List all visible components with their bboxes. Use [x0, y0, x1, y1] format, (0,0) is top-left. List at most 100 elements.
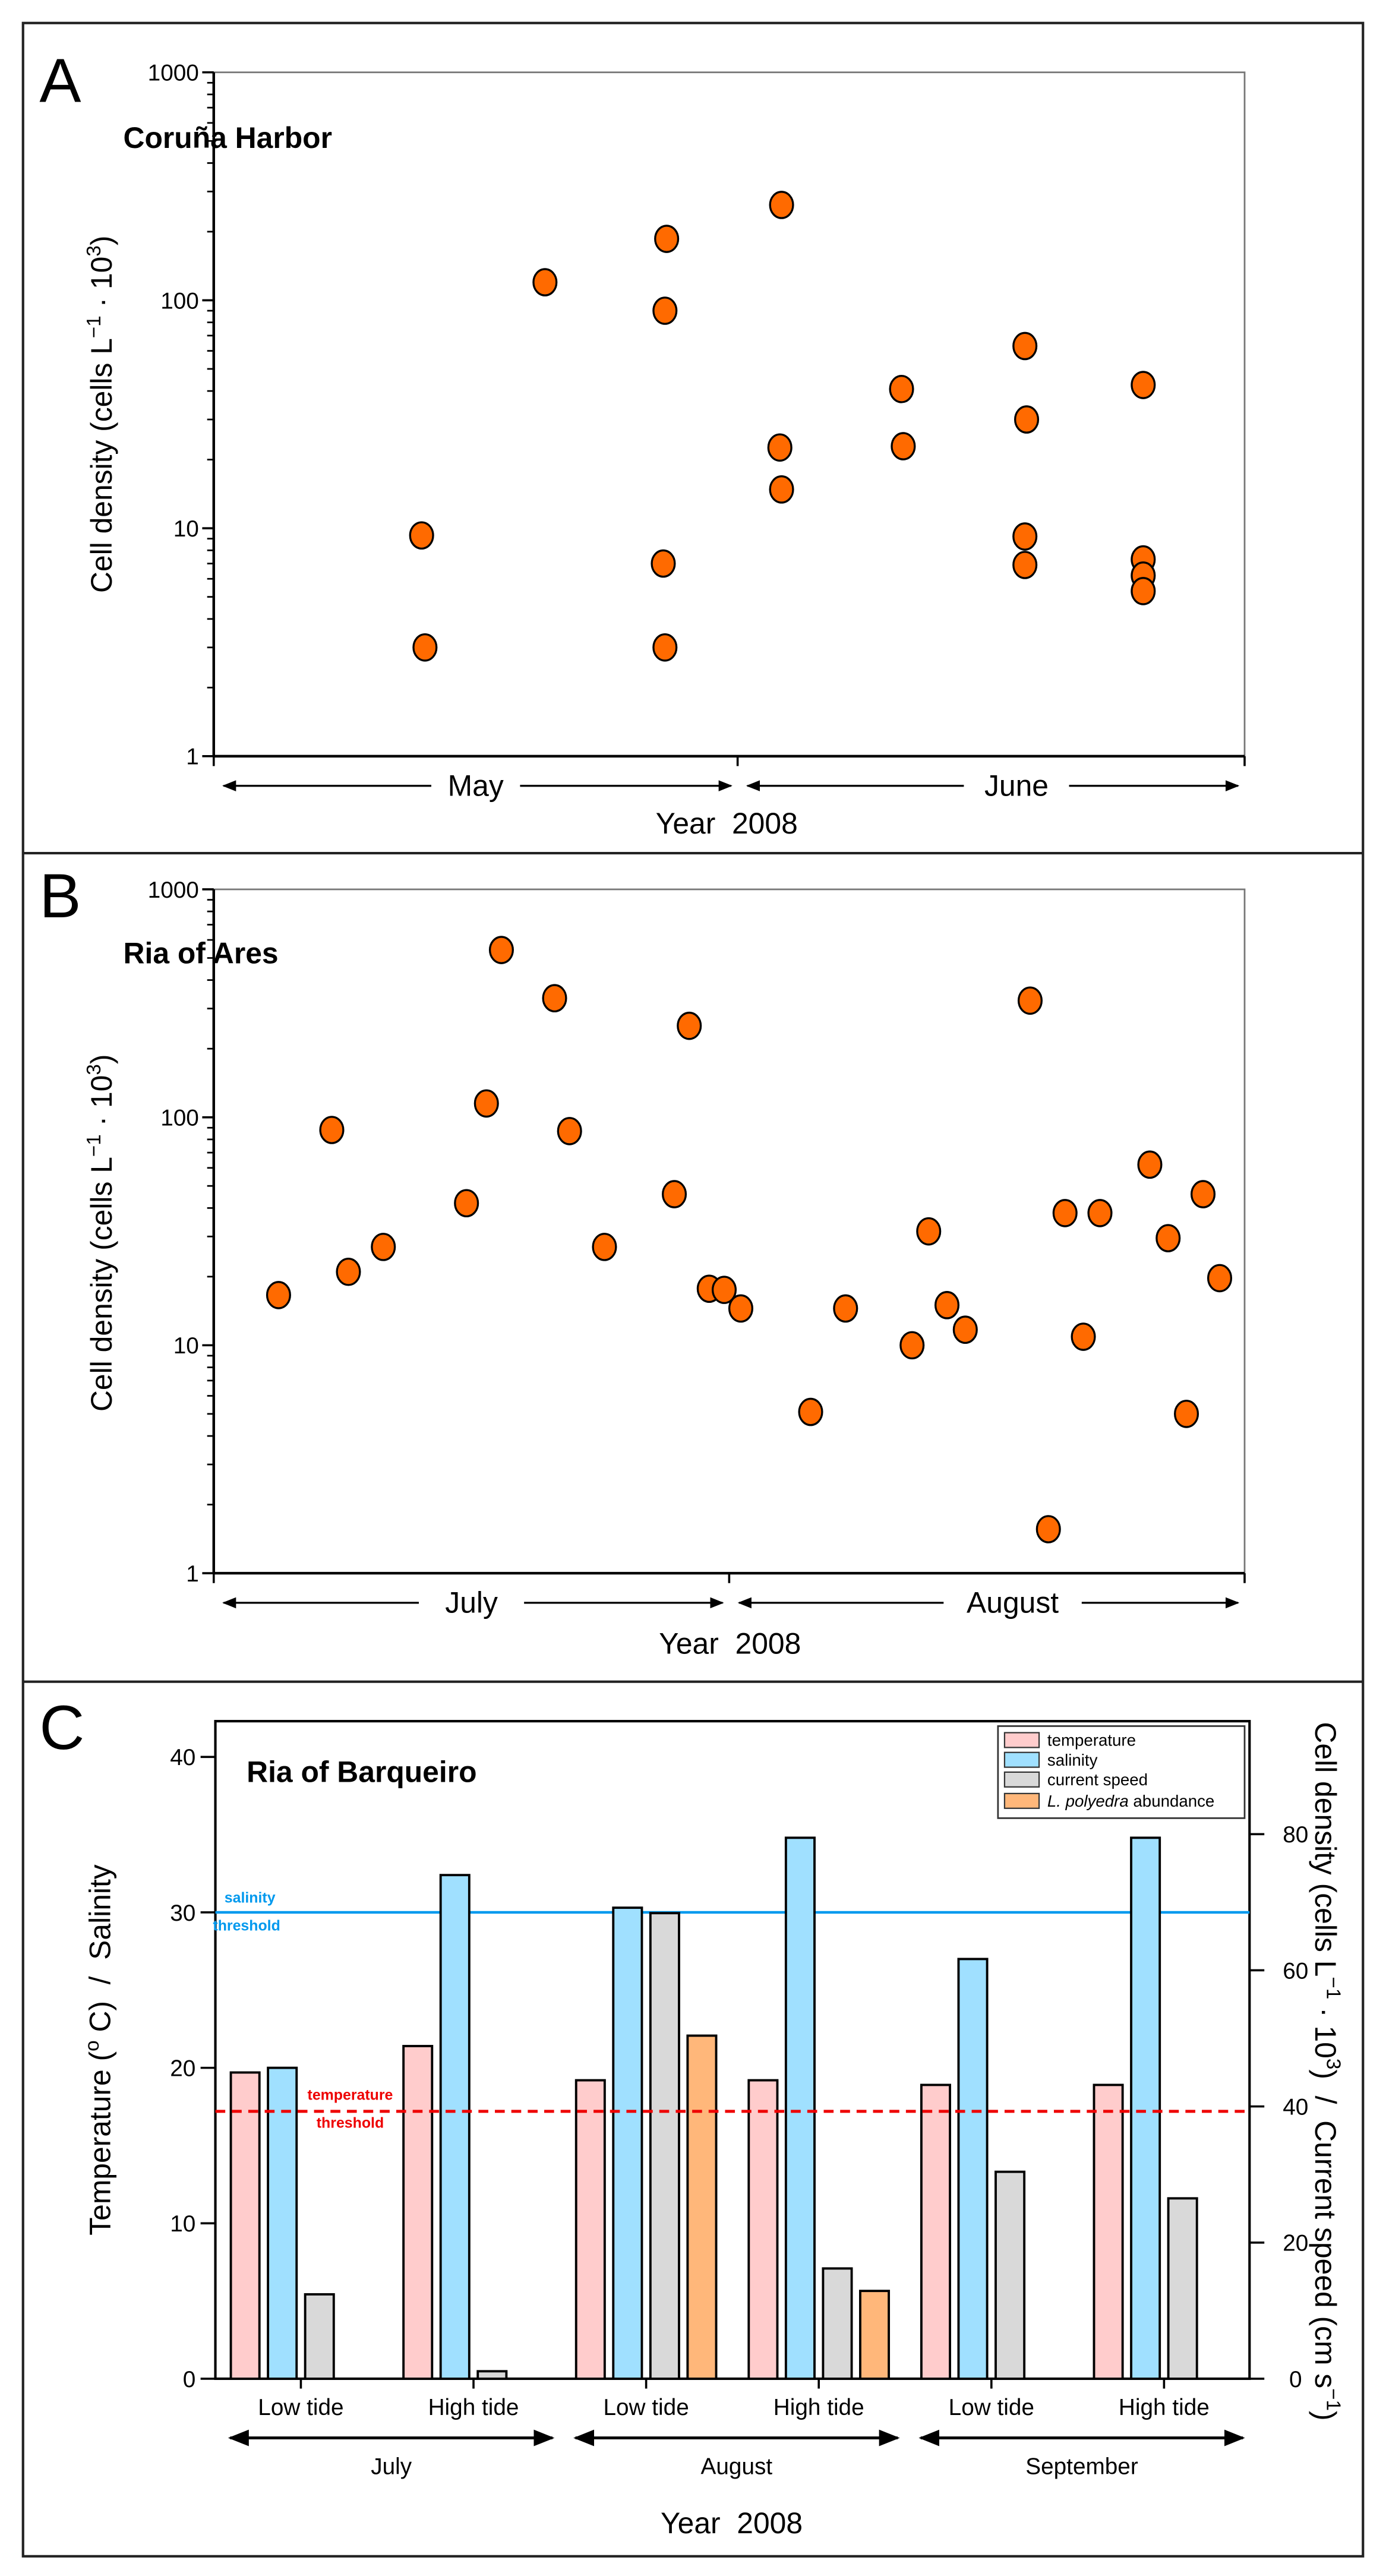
data-point: [1137, 1150, 1163, 1179]
current-speed-bar: [476, 2370, 508, 2380]
data-point: [592, 1233, 617, 1261]
ylabel-part: Cell density (cells L: [85, 338, 118, 593]
y-right-tick-label: 0: [1289, 2367, 1302, 2392]
legend-label: temperature: [1047, 1731, 1136, 1750]
data-point: [769, 191, 794, 219]
ylabel-sup: −1: [83, 1134, 105, 1157]
data-point: [319, 1116, 345, 1144]
x-category-label: Low tide: [258, 2395, 343, 2420]
panel-a-ylabel: Cell density (cells L−1 · 103): [83, 236, 118, 593]
temperature-bar: [920, 2083, 951, 2380]
y-right-tick-label: 60: [1283, 1958, 1308, 1984]
data-point: [1012, 551, 1038, 579]
ylabel-part: · 10: [85, 1075, 118, 1135]
panel-a-xlabel: Year 2008: [656, 807, 798, 840]
data-point: [711, 1276, 737, 1304]
data-point: [1012, 332, 1038, 361]
salinity-bar: [439, 1874, 471, 2380]
data-point: [728, 1294, 754, 1323]
salinity-bar: [957, 1958, 989, 2380]
data-point: [488, 936, 514, 964]
panel-c-xlabel: Year 2008: [661, 2506, 803, 2540]
y-left-tick-label: 0: [183, 2367, 196, 2392]
salinity-bar: [784, 1836, 816, 2380]
temperature-bar: [402, 2045, 434, 2380]
ylabel-part: ): [85, 236, 118, 246]
panel-b-xlabel: Year 2008: [659, 1627, 801, 1660]
x-category-label: Low tide: [603, 2395, 689, 2420]
legend-label: current speed: [1047, 1770, 1148, 1789]
data-point: [1052, 1199, 1078, 1227]
data-point: [833, 1294, 858, 1323]
data-point: [1155, 1224, 1181, 1252]
panel-c-plot: 0 10 20 30 40 0 20 40 60 80 salinity threshold tempe…: [170, 1720, 1308, 2479]
data-point: [1071, 1322, 1096, 1351]
legend-swatch-temperature: [1003, 1732, 1040, 1748]
ylabel-part: Temperature (: [83, 2051, 116, 2235]
panel-b-title: Ria of Ares: [124, 937, 279, 970]
ylabel-part: ) / Current speed (cm s: [1309, 2069, 1342, 2388]
x-category-label: High tide: [773, 2395, 864, 2420]
data-point: [1087, 1199, 1113, 1227]
legend-label: L. polyedra abundance: [1047, 1792, 1214, 1810]
panel-a-title: Coruña Harbor: [124, 121, 332, 154]
data-point: [677, 1011, 702, 1040]
data-point: [336, 1257, 361, 1286]
month-label: July: [445, 1586, 498, 1620]
ylabel-part: Cell density (cells L: [85, 1157, 118, 1412]
plot-frame: [214, 1720, 1251, 2381]
legend-label-rest: abundance: [1129, 1792, 1215, 1810]
panel-a-plot: 1 10 100 1000 May June: [148, 61, 1246, 802]
y-tick-label: 100: [160, 1106, 199, 1131]
panel-label-b: B: [39, 861, 81, 931]
ylabel-sup: 3: [83, 245, 105, 256]
current-speed-bar: [649, 1912, 680, 2380]
ylabel-part: C) / Salinity: [83, 1864, 116, 2040]
month-label: August: [967, 1586, 1059, 1620]
panel-c-ylabel-right: Cell density (cells L−1 · 103) / Current…: [1309, 1681, 1344, 2445]
data-point: [532, 268, 558, 296]
ylabel-part: Cell density (cells L: [1309, 1722, 1342, 1977]
salinity-bar: [1130, 1836, 1161, 2380]
plot-frame: [213, 888, 1246, 1574]
data-point: [1012, 522, 1038, 551]
plot-frame: [213, 71, 1246, 757]
ylabel-part: ): [85, 1055, 118, 1065]
data-point: [916, 1217, 942, 1246]
data-point: [769, 475, 794, 504]
temperature-bar: [747, 2079, 779, 2380]
data-point: [651, 549, 676, 578]
y-tick-label: 1000: [148, 877, 199, 903]
data-point: [1174, 1400, 1199, 1428]
data-point: [891, 432, 916, 460]
data-point: [899, 1331, 925, 1360]
y-tick-label: 100: [160, 288, 199, 314]
y-tick-label: 1: [186, 1561, 199, 1587]
ylabel-part: · 10: [1309, 1999, 1342, 2059]
data-point: [952, 1315, 978, 1344]
salinity-bar: [267, 2066, 298, 2380]
data-point: [454, 1189, 479, 1218]
panel-c-ylabel-left: Temperature (o C) / Salinity: [81, 1840, 116, 2277]
month-label: May: [448, 769, 504, 802]
y-right-tick-label: 40: [1283, 2094, 1308, 2120]
legend-label: salinity: [1047, 1751, 1098, 1769]
temperature-bar: [229, 2071, 261, 2380]
data-point: [266, 1281, 291, 1309]
abundance-bar: [859, 2290, 891, 2380]
data-point: [661, 1180, 687, 1208]
month-label: September: [1025, 2454, 1138, 2479]
y-left-tick-label: 30: [170, 1901, 195, 1926]
data-point: [934, 1291, 960, 1319]
figure-border: [21, 21, 1365, 2558]
data-point: [652, 633, 678, 662]
y-right-tick-label: 80: [1283, 1822, 1308, 1848]
panel-b-plot: 1 10 100 1000 July August: [148, 877, 1246, 1620]
x-category-label: High tide: [1119, 2395, 1210, 2420]
data-point: [412, 633, 438, 662]
current-speed-bar: [994, 2170, 1026, 2380]
data-point: [371, 1233, 396, 1261]
data-point: [1207, 1264, 1233, 1293]
data-point: [542, 984, 567, 1013]
